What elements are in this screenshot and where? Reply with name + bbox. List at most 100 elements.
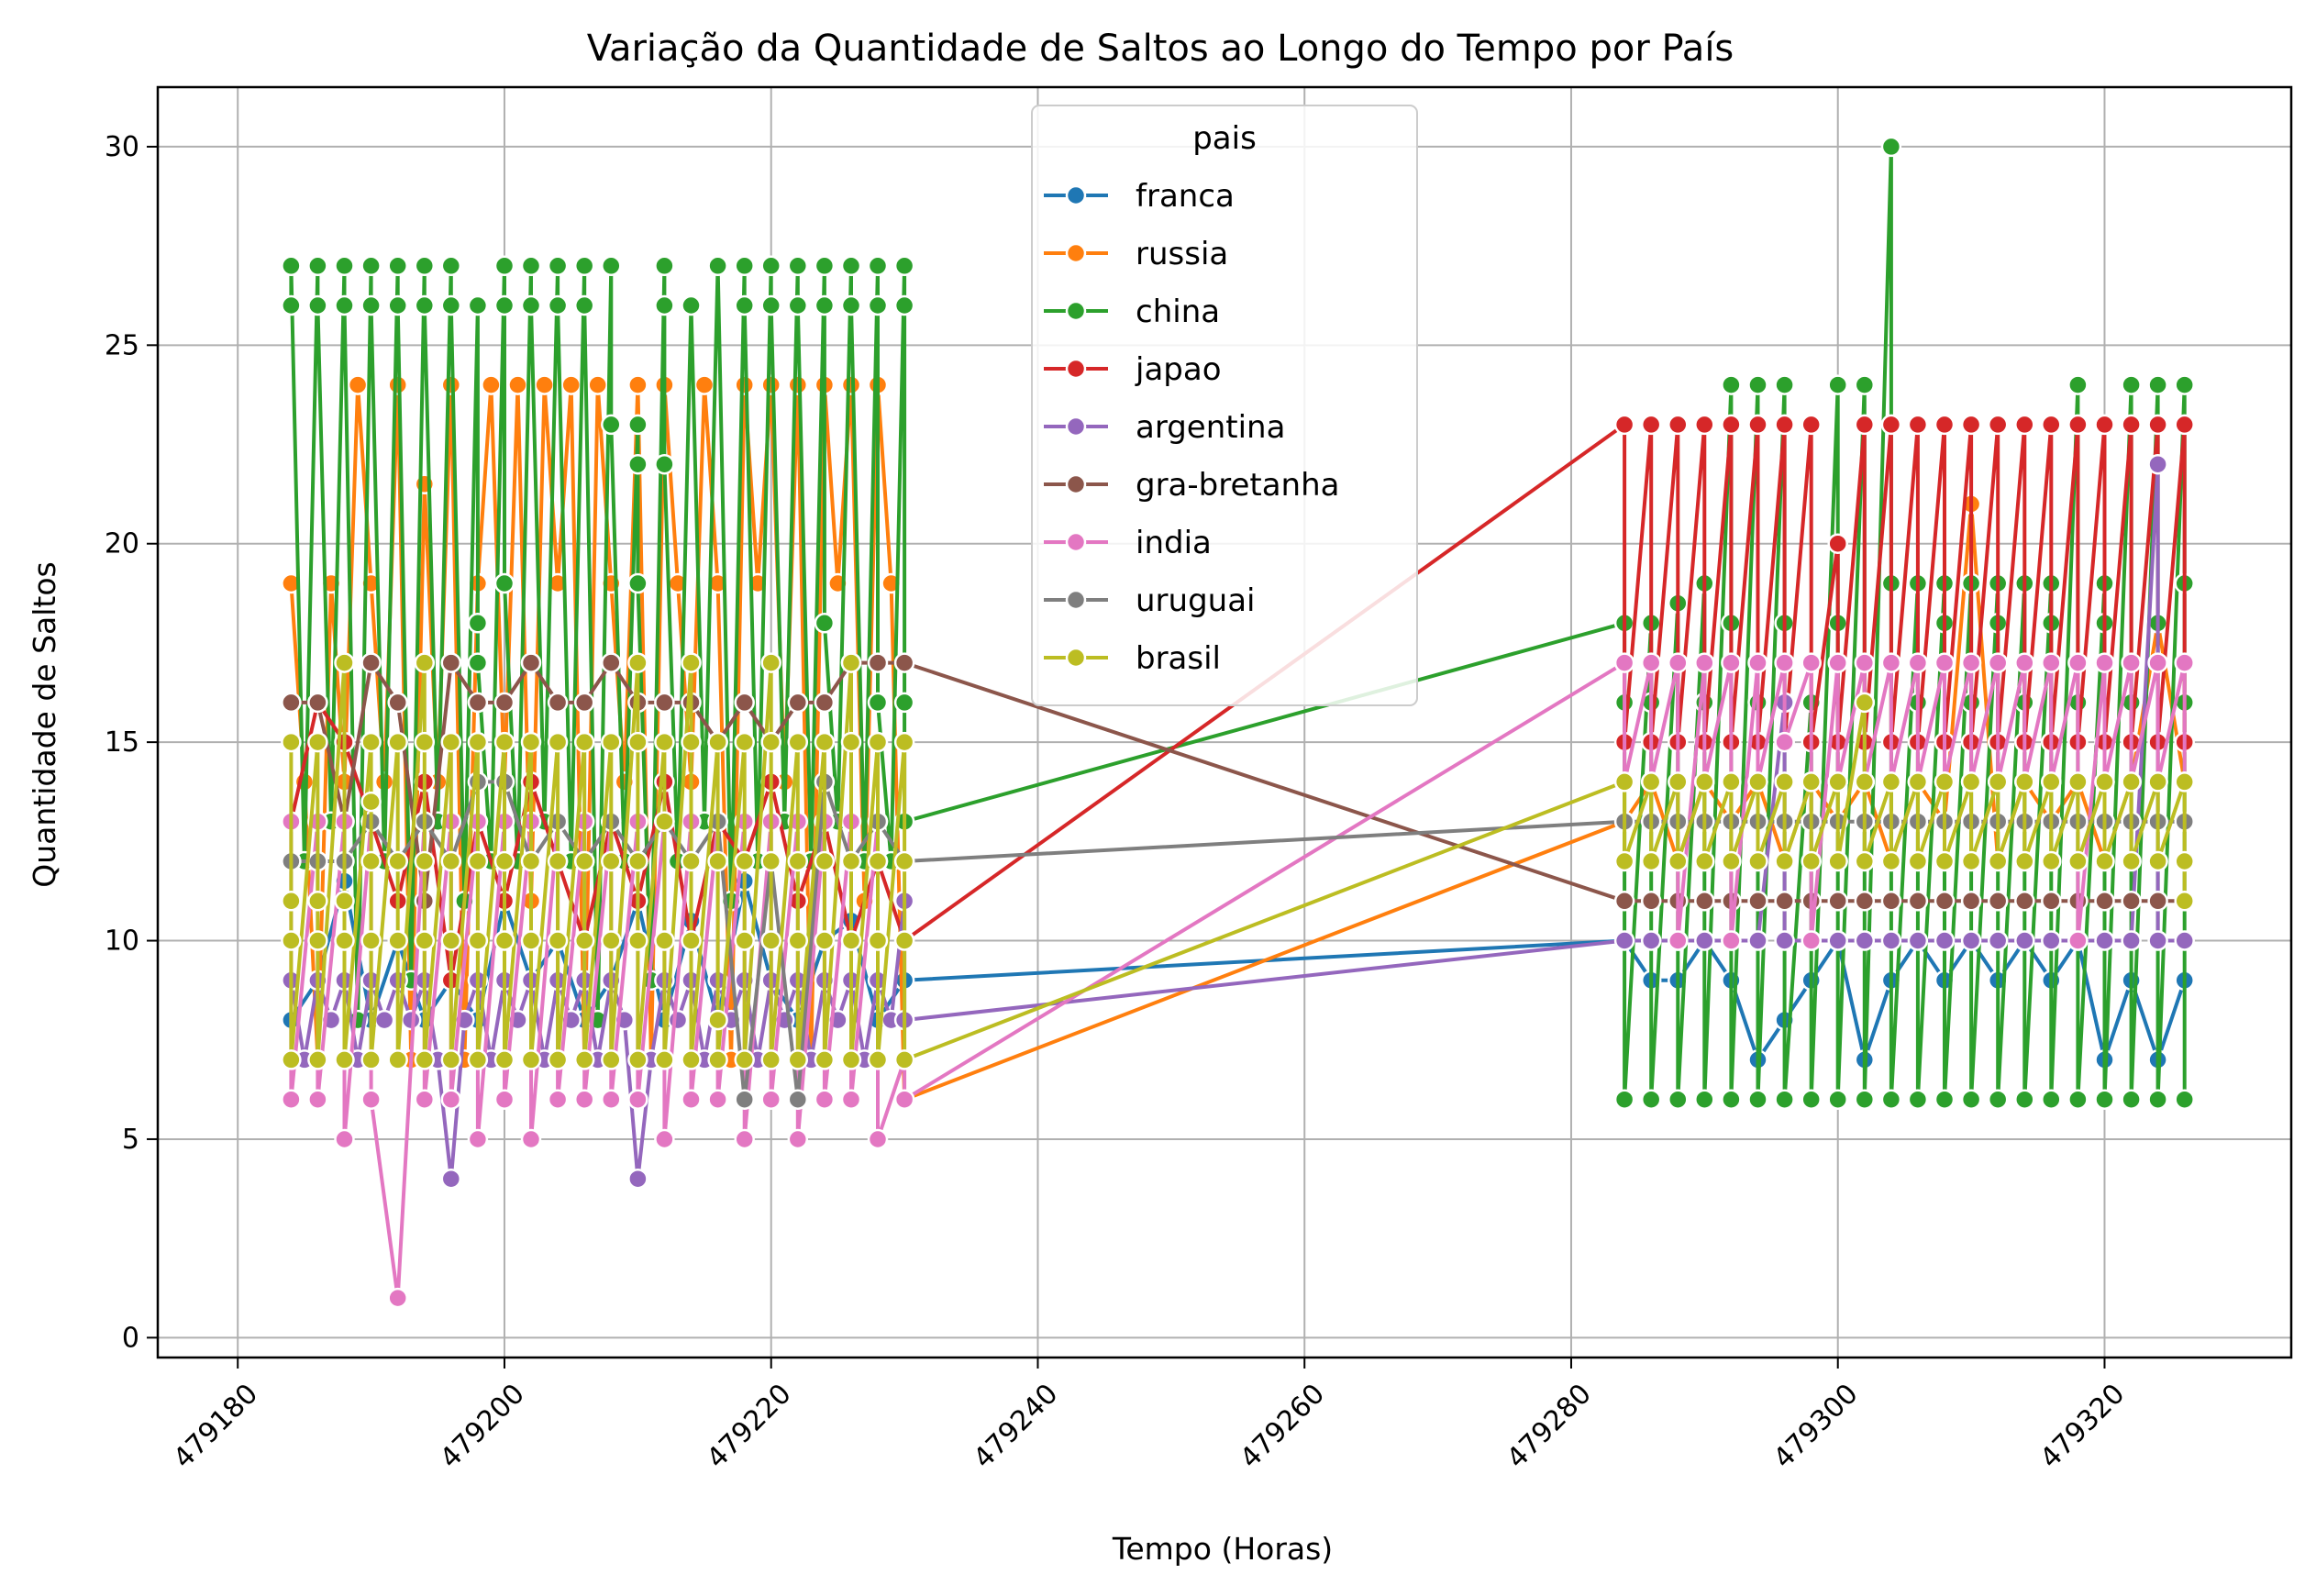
data-point-china [814,294,836,316]
data-point-brasil [867,850,889,872]
data-point-russia [760,374,781,395]
data-point-brasil [1640,850,1662,872]
data-point-russia [347,374,369,395]
data-point-brasil [2174,891,2195,912]
data-point-india [2147,652,2168,673]
data-point-brasil [867,1049,889,1070]
data-point-japao [1827,533,1848,554]
data-point-russia [534,374,555,395]
data-point-gra-bretanha [440,652,462,673]
data-point-brasil [334,891,355,912]
data-point-brasil [2174,850,2195,872]
legend: pais franca russia china japao argentina gra-b… [1031,105,1418,706]
data-point-china [493,572,515,594]
data-point-brasil [334,930,355,951]
data-point-japao [1721,414,1742,436]
data-point-argentina [667,1009,689,1031]
data-point-brasil [307,930,328,951]
data-point-japao [1907,414,1929,436]
data-point-india [1801,652,1822,673]
data-point-china [387,294,408,316]
data-point-brasil [520,850,542,872]
data-point-brasil [893,731,915,753]
data-point-china [814,613,836,634]
data-point-india [840,1089,862,1110]
legend-label-gra-bretanha: gra-bretanha [1136,467,1340,504]
data-point-brasil [387,930,408,951]
y-tick-label: 5 [122,1124,139,1156]
data-point-brasil [760,850,781,872]
data-point-india [893,1089,915,1110]
data-point-brasil [2014,850,2035,872]
data-point-japao [1880,414,1902,436]
data-point-gra-bretanha [893,652,915,673]
data-point-brasil [573,930,595,951]
data-point-china [414,255,436,277]
data-point-brasil [681,731,702,753]
y-tick-label: 10 [105,925,139,958]
data-point-gra-bretanha [1960,891,1982,912]
data-point-brasil [840,731,862,753]
data-point-brasil [547,1049,569,1070]
data-point-japao [2121,414,2142,436]
data-point-russia [560,374,582,395]
data-point-brasil [1880,771,1902,792]
data-point-india [627,1089,648,1110]
data-point-china [520,255,542,277]
data-point-india [1774,731,1795,753]
legend-label-india: india [1136,525,1212,561]
data-point-china [360,294,382,316]
data-point-brasil [734,731,755,753]
data-point-brasil [601,1049,622,1070]
data-point-china [760,255,781,277]
data-point-russia [281,572,302,594]
data-point-japao [1801,414,1822,436]
data-point-china [2174,374,2195,395]
data-point-brasil [1934,850,1956,872]
data-point-brasil [1907,771,1929,792]
data-point-brasil [520,1049,542,1070]
data-point-brasil [840,850,862,872]
legend-label-japao: japao [1135,351,1222,388]
data-point-argentina [2147,930,2168,951]
data-point-japao [1694,414,1715,436]
data-point-india [1747,652,1768,673]
data-point-brasil [1721,771,1742,792]
legend-label-uruguai: uruguai [1136,582,1256,619]
data-point-brasil [573,1049,595,1070]
data-point-brasil [1907,850,1929,872]
data-point-brasil [414,850,436,872]
data-point-china [387,255,408,277]
legend-marker-india [1065,531,1087,553]
data-point-china [573,294,595,316]
data-point-argentina [1907,930,1929,951]
data-point-brasil [440,850,462,872]
legend-marker-china [1065,300,1087,322]
data-point-uruguai [734,1089,755,1110]
data-point-argentina [2147,453,2168,475]
data-point-china [601,255,622,277]
data-point-china [2121,374,2142,395]
data-point-japao [2174,414,2195,436]
data-point-china [893,294,915,316]
data-point-china [2067,1089,2089,1110]
data-point-brasil [2121,850,2142,872]
data-point-gra-bretanha [281,692,302,714]
data-point-china [1827,374,1848,395]
data-point-india [2121,652,2142,673]
data-point-china [1987,1089,2009,1110]
data-point-china [867,255,889,277]
data-point-brasil [414,930,436,951]
data-point-china [893,692,915,714]
data-point-brasil [840,652,862,673]
data-point-india [307,1089,328,1110]
y-tick-label: 0 [122,1322,139,1354]
data-point-china [2041,1089,2062,1110]
data-point-brasil [627,731,648,753]
data-point-india [681,1089,702,1110]
data-point-india [1880,652,1902,673]
data-point-india [2067,652,2089,673]
data-point-brasil [493,731,515,753]
data-point-brasil [360,791,382,813]
